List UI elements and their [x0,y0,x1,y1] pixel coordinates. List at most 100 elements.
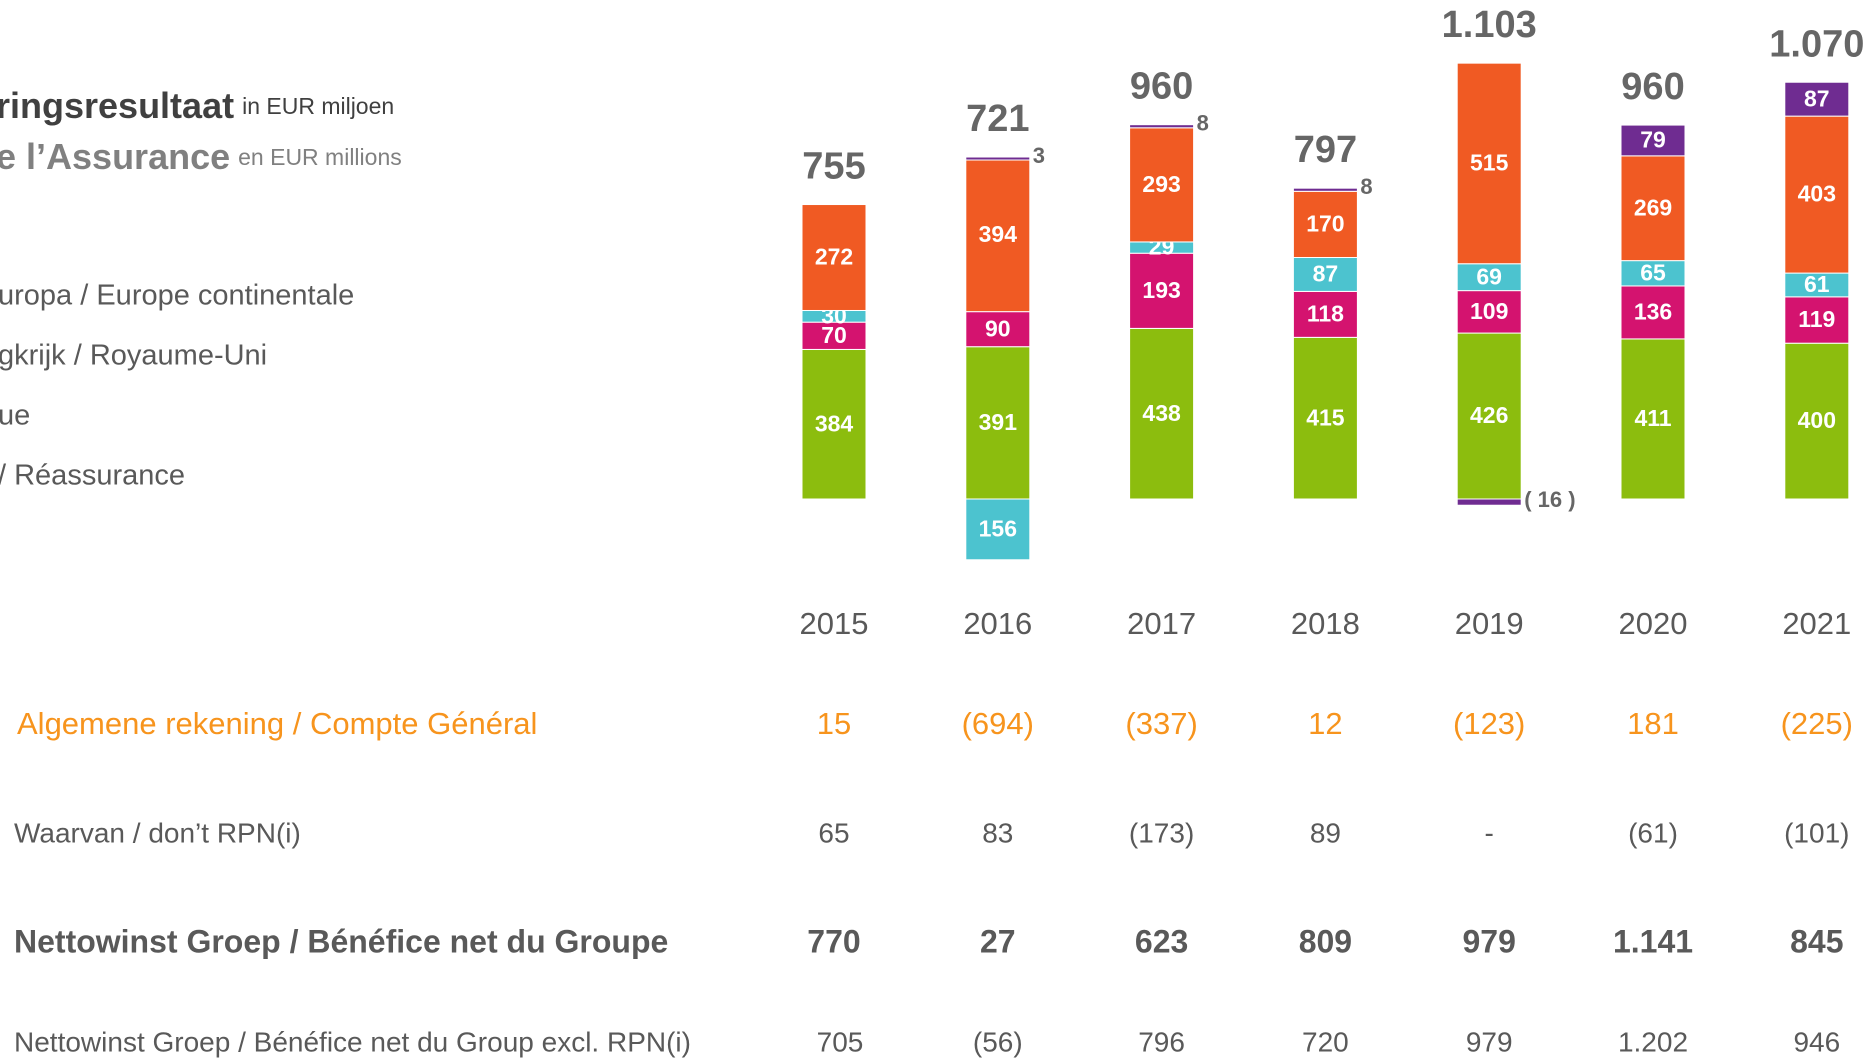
x-tick-label: 2020 [1619,606,1688,641]
total-label: 960 [1130,66,1193,108]
legend-label: / Réassurance [0,460,185,492]
bar-segment [1292,187,1358,192]
value-label: 118 [1307,300,1344,326]
value-label: 136 [1634,299,1672,325]
legend-label: gkrijk / Royaume-Uni [0,340,267,372]
value-label: ( 16 ) [1524,487,1575,512]
bar-segment [801,321,867,350]
value-label: 384 [815,410,854,436]
value-label: 87 [1804,85,1830,111]
table-cell: 27 [980,923,1016,959]
total-label: 1.103 [1442,4,1537,46]
value-label: 119 [1798,306,1835,332]
value-label: 391 [979,409,1018,435]
table-cell: (61) [1628,817,1678,848]
table-cell: 796 [1138,1026,1185,1057]
bar-segment [1292,290,1358,338]
row-label: Waarvan / don’t RPN(i) [14,817,301,848]
value-label: 394 [979,221,1018,247]
bar-segment [965,498,1031,561]
bar-segment [1129,127,1195,243]
bar-segment [1620,285,1686,340]
bar-segment [965,157,1031,313]
value-label: 90 [985,315,1011,341]
total-label: 797 [1294,129,1357,171]
total-label: 721 [966,98,1029,140]
x-tick-label: 2016 [963,606,1032,641]
value-label: 400 [1798,407,1836,433]
value-label: 87 [1313,261,1339,287]
table-cell: (123) [1453,706,1525,741]
table-cell: (56) [973,1026,1023,1057]
bar-segment [1292,336,1358,500]
value-label: 293 [1142,171,1180,197]
total-label: 1.070 [1769,23,1864,65]
table-cell: 89 [1310,817,1341,848]
value-label: 65 [1640,259,1666,285]
table-cell: 623 [1135,923,1188,959]
bar-segment [1784,342,1850,500]
bar-segment [1784,296,1850,344]
value-label: 8 [1197,111,1209,136]
subtitle-bold: e l’Assurance [0,136,230,177]
table-cell: - [1485,817,1494,848]
bar-segment [965,156,1031,161]
table-cell: 809 [1299,923,1352,959]
bar-segment [1620,155,1686,262]
bar-segment [1784,81,1850,117]
x-tick-label: 2019 [1455,606,1524,641]
table-cell: 65 [818,817,849,848]
table-cell: (337) [1125,706,1197,741]
bar-segment [1620,124,1686,157]
value-label: 269 [1634,194,1672,220]
table-cell: 15 [817,706,851,741]
total-label: 755 [802,146,865,188]
value-label: 70 [821,322,847,348]
chart-title: ringsresultaat in EUR miljoen [0,85,394,126]
row-label: Nettowinst Groep / Bénéfice net du Group… [14,1026,691,1057]
value-label: 515 [1470,150,1509,176]
value-label: 193 [1142,277,1180,303]
value-label: 426 [1470,402,1508,428]
x-tick-label: 2017 [1127,606,1196,641]
table-cell: 12 [1308,706,1342,741]
table-cell: 181 [1627,706,1679,741]
table-cell: (225) [1781,706,1853,741]
bar-segment [1129,252,1195,329]
x-tick-label: 2021 [1782,606,1851,641]
table-cell: (173) [1129,817,1194,848]
table-cell: 979 [1463,923,1516,959]
title-bold: ringsresultaat [0,85,234,126]
chart-subtitle: e l’Assurance en EUR millions [0,136,402,177]
row-label: Algemene rekening / Compte Général [17,706,537,741]
value-label: 170 [1306,210,1344,236]
table-cell: 1.141 [1613,923,1693,959]
bar-segment [1456,263,1522,292]
bar-segment [1620,338,1686,500]
row-label: Nettowinst Groep / Bénéfice net du Group… [14,923,668,959]
table-cell: 720 [1302,1026,1349,1057]
value-label: 156 [979,515,1017,541]
bar-segment [801,348,867,500]
x-tick-label: 2015 [800,606,869,641]
value-label: 109 [1470,298,1508,324]
value-label: 69 [1476,263,1502,289]
table-cell: 83 [982,817,1013,848]
value-label: 8 [1360,174,1372,199]
bar-segment [1129,327,1195,500]
value-label: 403 [1798,181,1836,207]
legend-label: uropa / Europe continentale [0,280,354,312]
value-label: 411 [1634,405,1671,431]
value-label: 272 [815,244,853,270]
total-label: 960 [1621,66,1684,108]
value-label: 79 [1640,127,1666,153]
bar-segment [1456,498,1522,506]
table-cell: (101) [1784,817,1849,848]
table-cell: 946 [1793,1026,1840,1057]
table-cell: 979 [1466,1026,1513,1057]
x-tick-label: 2018 [1291,606,1360,641]
value-label: 438 [1142,400,1181,426]
bar-segment [801,204,867,311]
table-cell: 705 [817,1026,864,1057]
